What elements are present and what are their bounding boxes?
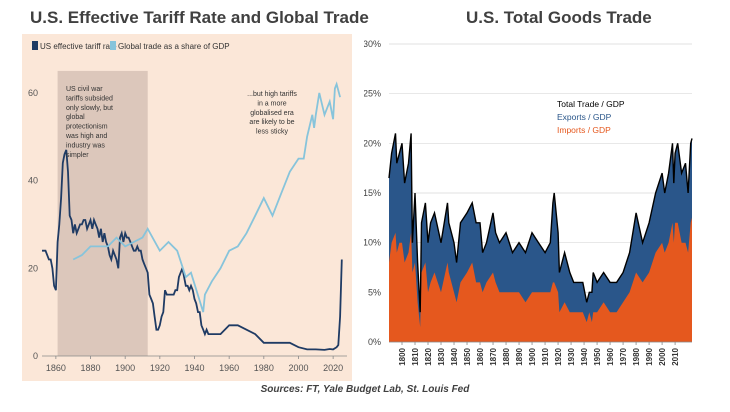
legend-imports: Imports / GDP [557,125,611,135]
x-tick-label: 1890 [515,347,524,365]
left-chart-title: U.S. Effective Tariff Rate and Global Tr… [30,8,369,27]
legend-label: Global trade as a share of GDP [118,42,230,51]
y-tick-label: 40 [28,176,38,186]
x-tick-label: 2020 [323,363,343,373]
x-tick-label: 1930 [567,347,576,365]
x-tick-label: 1900 [528,347,537,365]
tariff-trade-chart: 0 20 40 60 1860 1880 1900 1920 1940 1960 1980 2000 2… [22,34,352,381]
right-chart-title: U.S. Total Goods Trade [466,8,652,27]
x-tick-label: 1900 [115,363,135,373]
x-tick-label: 1800 [398,347,407,365]
x-tick-label: 1870 [489,347,498,365]
x-tick-label: 1950 [593,347,602,365]
x-tick-label: 1860 [46,363,66,373]
x-tick-label: 1940 [184,363,204,373]
x-tick-label: 1980 [632,347,641,365]
y-tick-label: 10% [364,238,381,248]
x-tick-label: 1920 [150,363,170,373]
x-tick-label: 1940 [580,347,589,365]
y-tick-label: 60 [28,88,38,98]
x-tick-label: 1910 [541,347,550,365]
x-tick-label: 1990 [645,347,654,365]
annotation-civil-war: US civil war tariffs subsided only slowly,… [65,86,113,159]
y-tick-label: 15% [364,188,381,198]
total-trade-line [388,133,693,313]
imports-area [389,217,692,342]
x-tick-label: 1840 [450,347,459,365]
x-tick-label: 1960 [606,347,615,365]
x-tick-label: 1960 [219,363,239,373]
sources-note: Sources: FT, Yale Budget Lab, St. Louis … [260,384,470,395]
annotation-globalised-era: ...but high tariffs in a more globalised e… [247,91,297,136]
tariff-rate-line [42,149,343,351]
y-tick-label: 0 [33,351,38,361]
y-tick-label: 30% [364,39,381,49]
shaded-period [57,70,148,356]
y-tick-label: 25% [364,89,381,99]
goods-trade-chart-svg: 0% 5% 10% 15% 20% 25% 30% 1800 1810 1820 1830 1840 1… [363,39,693,366]
y-tick-label: 20% [364,138,381,148]
legend-swatch [110,41,116,50]
legend-swatch [32,41,38,50]
x-tick-label: 2000 [658,347,667,365]
y-tick-label: 5% [368,287,381,297]
y-tick-label: 20 [28,263,38,273]
x-tick-label: 1880 [81,363,101,373]
x-tick-label: 1880 [502,347,511,365]
goods-trade-chart: 0% 5% 10% 15% 20% 25% 30% 1800 1810 1820 1830 1840 1… [363,34,700,381]
x-tick-label: 1980 [254,363,274,373]
x-tick-label: 2010 [671,347,680,365]
legend-exports: Exports / GDP [557,112,612,122]
x-tick-label: 1820 [424,347,433,365]
x-tick-label: 1970 [619,347,628,365]
global-trade-line [72,81,341,313]
y-tick-label: 0% [368,337,381,347]
x-tick-label: 1810 [411,347,420,365]
x-tick-label: 1850 [463,347,472,365]
x-tick-label: 1860 [476,347,485,365]
x-tick-label: 1830 [437,347,446,365]
legend-label: US effective tariff rate [40,42,117,51]
legend-total-trade: Total Trade / GDP [557,99,625,109]
tariff-trade-chart-svg: 0 20 40 60 1860 1880 1900 1920 1940 1960 1980 2000 2… [28,41,347,373]
x-tick-label: 2000 [288,363,308,373]
x-tick-label: 1920 [554,347,563,365]
